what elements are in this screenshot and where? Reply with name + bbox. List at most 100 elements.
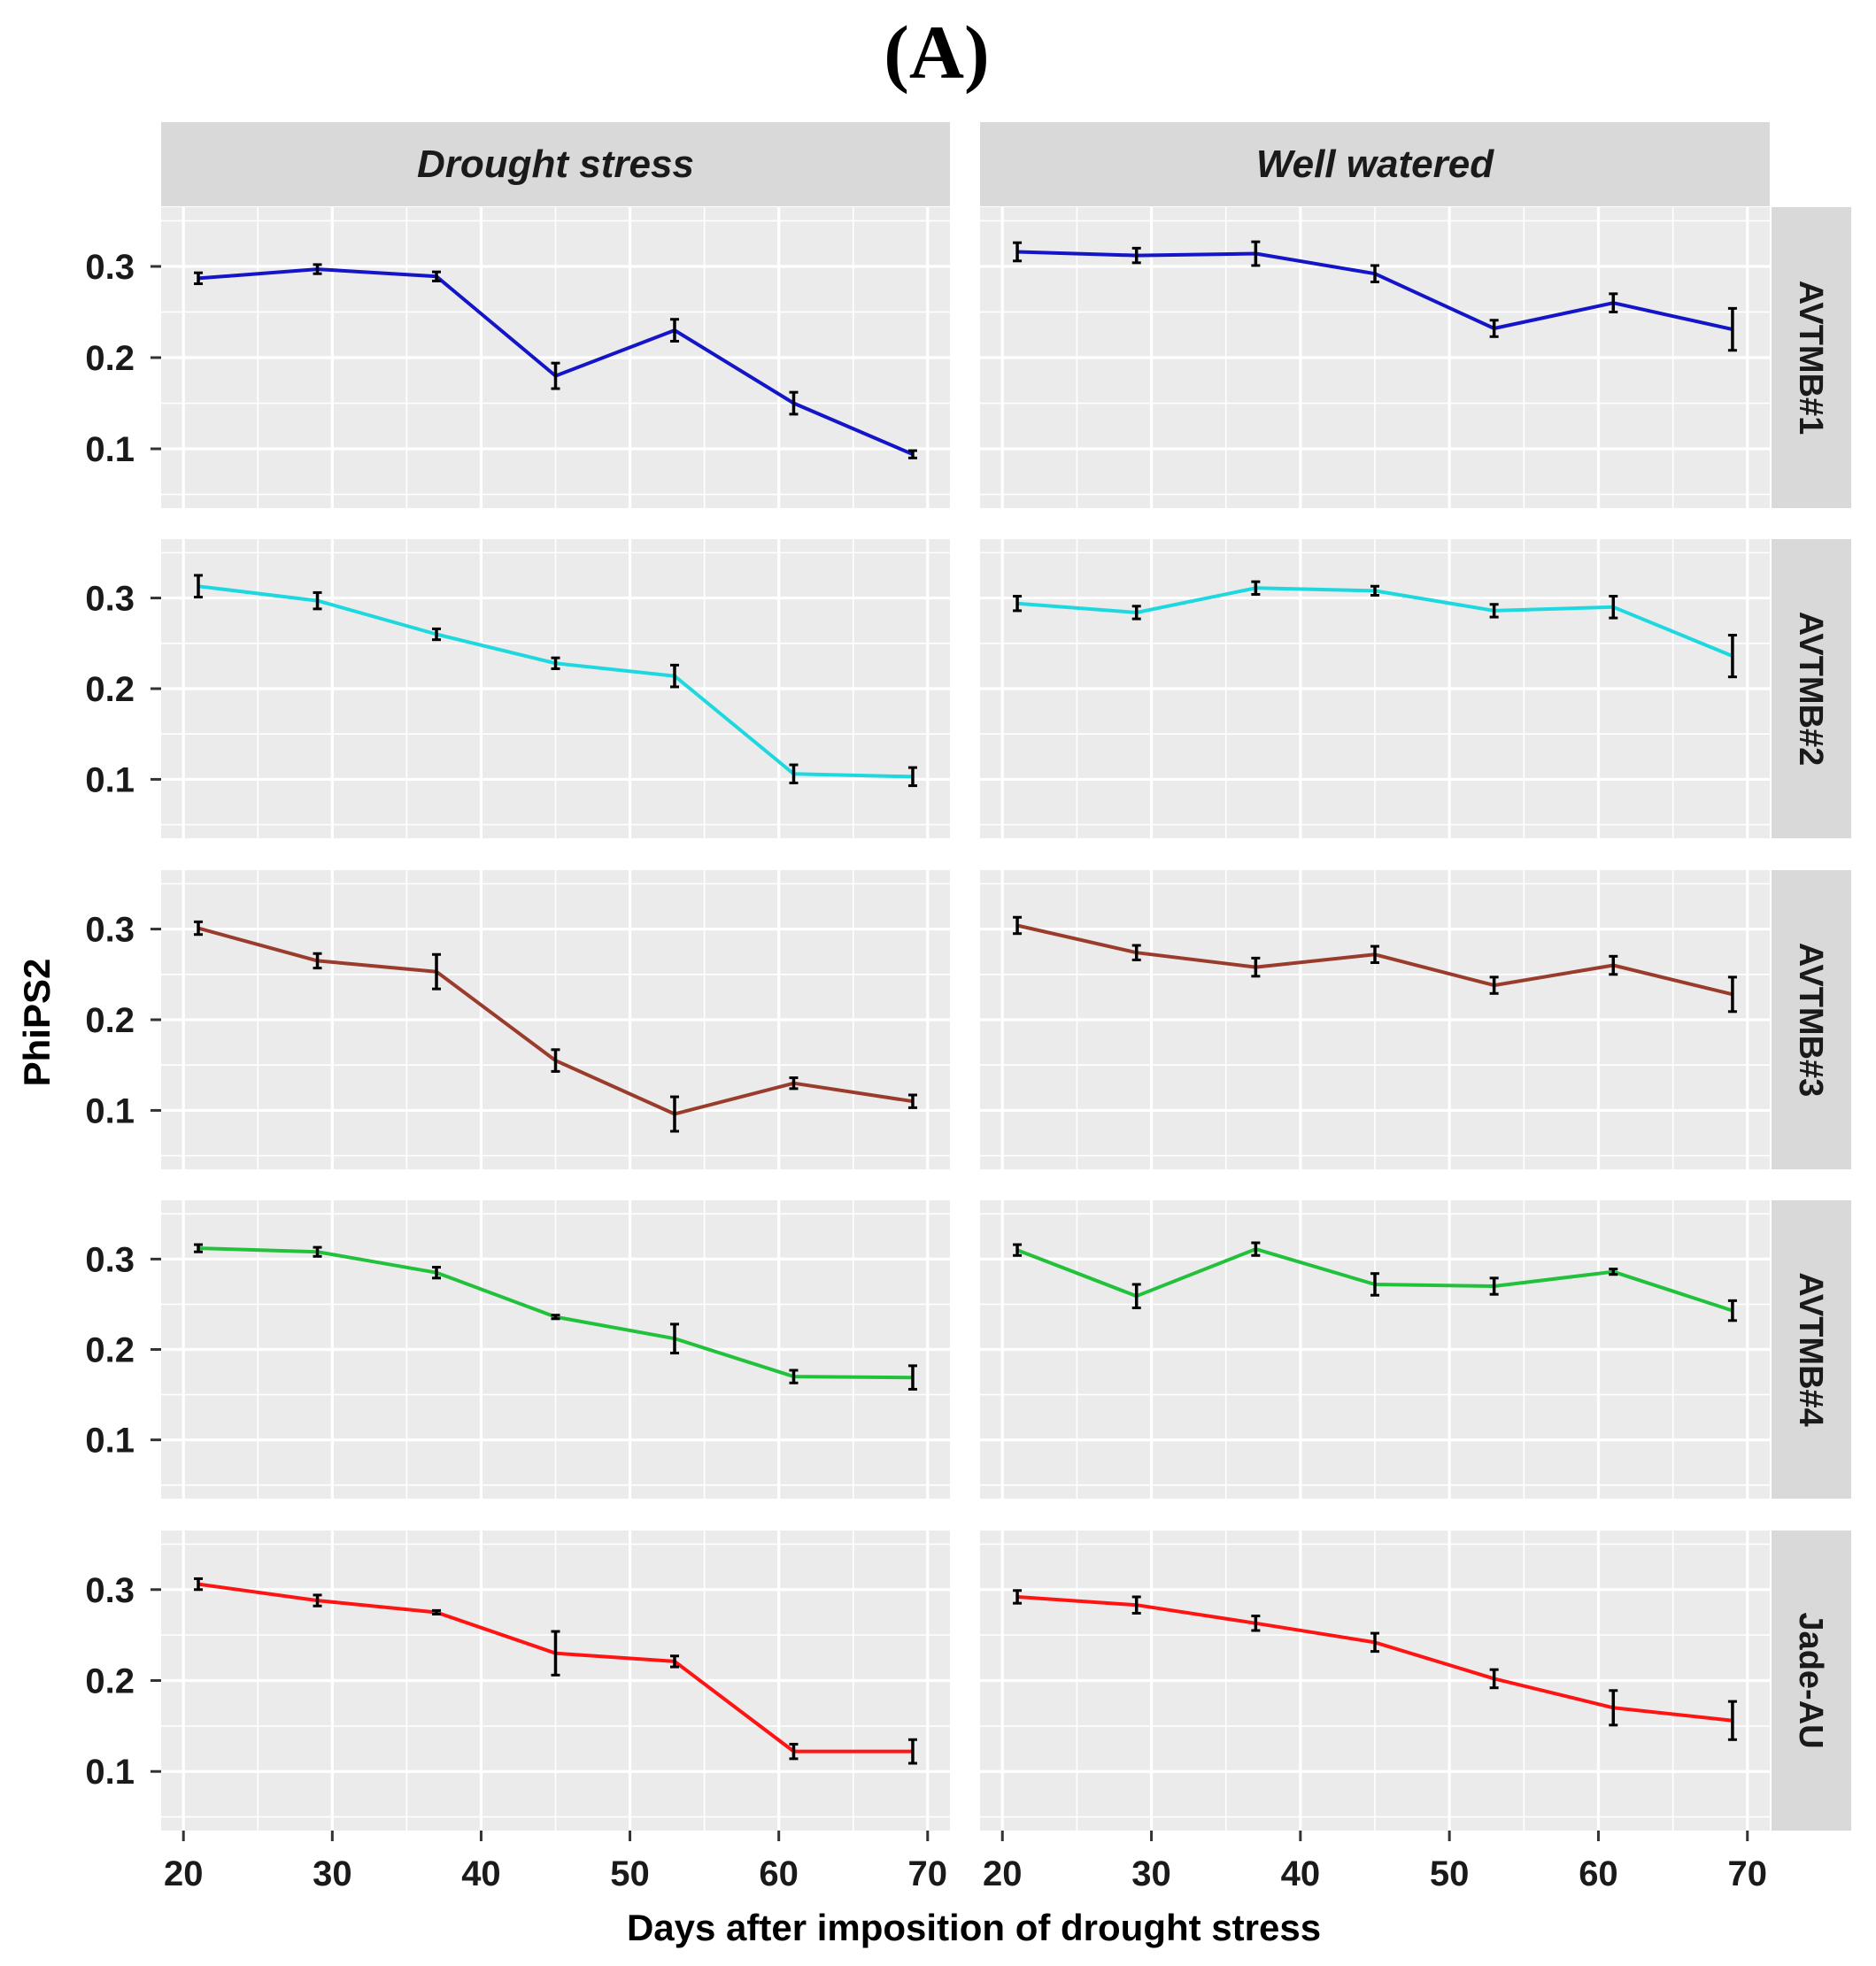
error-bar	[313, 952, 322, 970]
x-tick-label: 30	[313, 1854, 352, 1893]
x-tick-label: 70	[1728, 1854, 1768, 1893]
error-bar	[789, 763, 799, 785]
y-tick-label: 0.3	[85, 580, 135, 619]
error-bar	[789, 1368, 799, 1384]
y-tick-label: 0.1	[85, 760, 135, 799]
error-bar	[669, 1322, 679, 1355]
error-bar	[1013, 241, 1023, 263]
figure-panel-label: (A)	[884, 10, 989, 95]
error-bar	[1131, 1283, 1141, 1310]
error-bar	[1013, 1243, 1023, 1257]
error-bar	[551, 361, 560, 390]
error-bar	[1370, 1631, 1379, 1654]
error-bar	[907, 766, 917, 788]
column-strip	[980, 122, 1770, 206]
row-strip	[1772, 1200, 1851, 1499]
error-bar	[1131, 944, 1141, 961]
error-bar	[1251, 1241, 1261, 1257]
x-tick-label: 40	[1281, 1854, 1321, 1893]
error-bar	[1489, 319, 1499, 338]
error-bar	[1609, 595, 1618, 620]
row-strip-label: AVTMB#2	[1792, 612, 1829, 767]
error-bar	[1489, 603, 1499, 619]
y-tick-label: 0.2	[85, 1662, 135, 1701]
error-bar	[1727, 975, 1737, 1014]
error-bar	[551, 1630, 560, 1677]
error-bar	[1251, 240, 1261, 267]
error-bar	[1609, 1268, 1618, 1276]
error-bar	[1727, 306, 1737, 352]
row-strip	[1772, 207, 1851, 508]
column-strip-label: Drought stress	[417, 143, 694, 186]
error-bar	[551, 656, 560, 670]
error-bar	[1727, 1700, 1737, 1741]
error-bar	[1370, 264, 1379, 283]
error-bar	[551, 1048, 560, 1073]
x-tick-label: 60	[759, 1854, 799, 1893]
y-tick-label: 0.2	[85, 339, 135, 378]
error-bar	[789, 390, 799, 416]
row-strip-label: AVTMB#4	[1792, 1272, 1829, 1427]
error-bar	[1609, 292, 1618, 313]
error-bar	[194, 574, 204, 599]
error-bar	[1609, 954, 1618, 976]
x-tick-label: 70	[908, 1854, 948, 1893]
error-bar	[1370, 1272, 1379, 1297]
error-bar	[1251, 956, 1261, 978]
error-bar	[432, 270, 442, 282]
row-strip	[1772, 1530, 1851, 1831]
error-bar	[1370, 944, 1379, 964]
error-bar	[907, 1364, 917, 1391]
row-strip	[1772, 870, 1851, 1169]
error-bar	[907, 1738, 917, 1765]
y-tick-label: 0.1	[85, 430, 135, 469]
y-tick-label: 0.2	[85, 1331, 135, 1370]
error-bar	[1489, 975, 1499, 995]
y-tick-label: 0.2	[85, 670, 135, 709]
x-tick-label: 20	[164, 1854, 204, 1893]
x-tick-label: 40	[461, 1854, 501, 1893]
error-bar	[313, 590, 322, 611]
error-bar	[432, 627, 442, 642]
y-tick-label: 0.1	[85, 1422, 135, 1461]
error-bar	[669, 1654, 679, 1669]
error-bar	[789, 1742, 799, 1761]
row-strip-label: AVTMB#3	[1792, 943, 1829, 1098]
x-tick-label: 50	[610, 1854, 650, 1893]
error-bar	[907, 1093, 917, 1109]
x-tick-label: 60	[1579, 1854, 1618, 1893]
x-tick-label: 30	[1131, 1854, 1171, 1893]
error-bar	[1727, 1299, 1737, 1322]
error-bar	[789, 1076, 799, 1091]
error-bar	[313, 1593, 322, 1607]
error-bar	[551, 1314, 560, 1321]
error-bar	[1013, 915, 1023, 936]
row-strip-label: Jade-AU	[1792, 1612, 1829, 1748]
y-tick-label: 0.1	[85, 1753, 135, 1792]
error-bar	[194, 271, 204, 286]
error-bar	[1727, 634, 1737, 679]
y-tick-label: 0.3	[85, 1571, 135, 1610]
error-bar	[432, 952, 442, 991]
error-bar	[1609, 1689, 1618, 1727]
error-bar	[1370, 584, 1379, 598]
error-bar	[907, 449, 917, 459]
error-bar	[1013, 595, 1023, 613]
plot-area: Drought stress Well watered AVTMB#1 0.1 0.2 0…	[85, 122, 1851, 1893]
error-bar	[194, 920, 204, 937]
error-bar	[313, 1245, 322, 1258]
x-axis-title: Days after imposition of drought stress	[627, 1907, 1321, 1948]
row-strip	[1772, 539, 1851, 838]
error-bar	[1131, 246, 1141, 265]
error-bar	[194, 1577, 204, 1592]
error-bar	[1251, 580, 1261, 596]
error-bar	[669, 1095, 679, 1133]
y-tick-label: 0.3	[85, 1240, 135, 1279]
error-bar	[432, 1608, 442, 1616]
error-bar	[313, 263, 322, 275]
error-bar	[1131, 1595, 1141, 1615]
y-tick-label: 0.3	[85, 248, 135, 287]
error-bar	[1489, 1276, 1499, 1296]
error-bar	[1251, 1615, 1261, 1632]
